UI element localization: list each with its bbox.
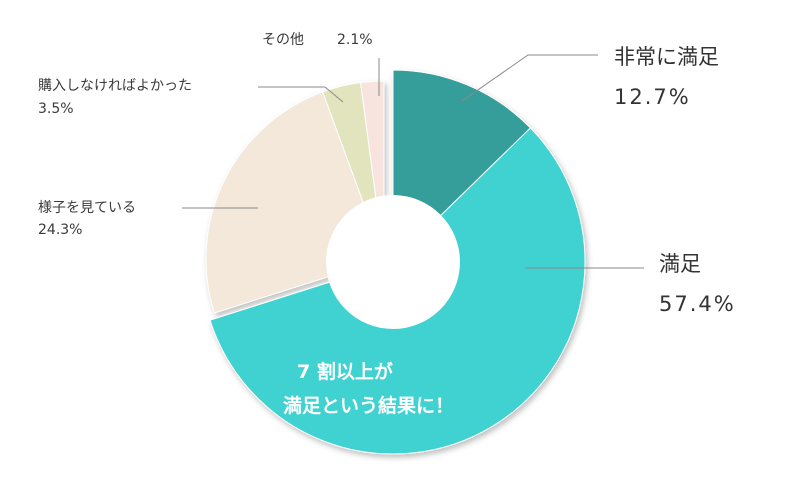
slice-label-0: 非常に満足: [614, 45, 719, 69]
slice-label-2: 様子を見ている: [38, 200, 136, 216]
slice-label-1: 満足: [659, 252, 701, 276]
callout-line-1: 満足という結果に！: [283, 394, 454, 417]
callout-line-0: 7 割以上が: [297, 360, 393, 383]
slice-value-1: 57.4%: [659, 292, 736, 316]
leader-lines: [182, 54, 644, 269]
leader-line-0: [461, 54, 598, 102]
slice-labels: 非常に満足 12.7% 満足 57.4% 様子を見ている 24.3% 購入しなければよかった…: [38, 32, 736, 316]
slice-value-2: 24.3%: [38, 222, 82, 238]
slice-label-4: その他: [262, 32, 304, 48]
slice-value-4: 2.1%: [337, 32, 373, 48]
slice-value-3: 3.5%: [38, 101, 74, 117]
donut-hole: [326, 195, 460, 329]
leader-line-3: [258, 86, 344, 103]
slice-value-0: 12.7%: [614, 85, 691, 109]
slice-label-3: 購入しなければよかった: [38, 78, 192, 94]
